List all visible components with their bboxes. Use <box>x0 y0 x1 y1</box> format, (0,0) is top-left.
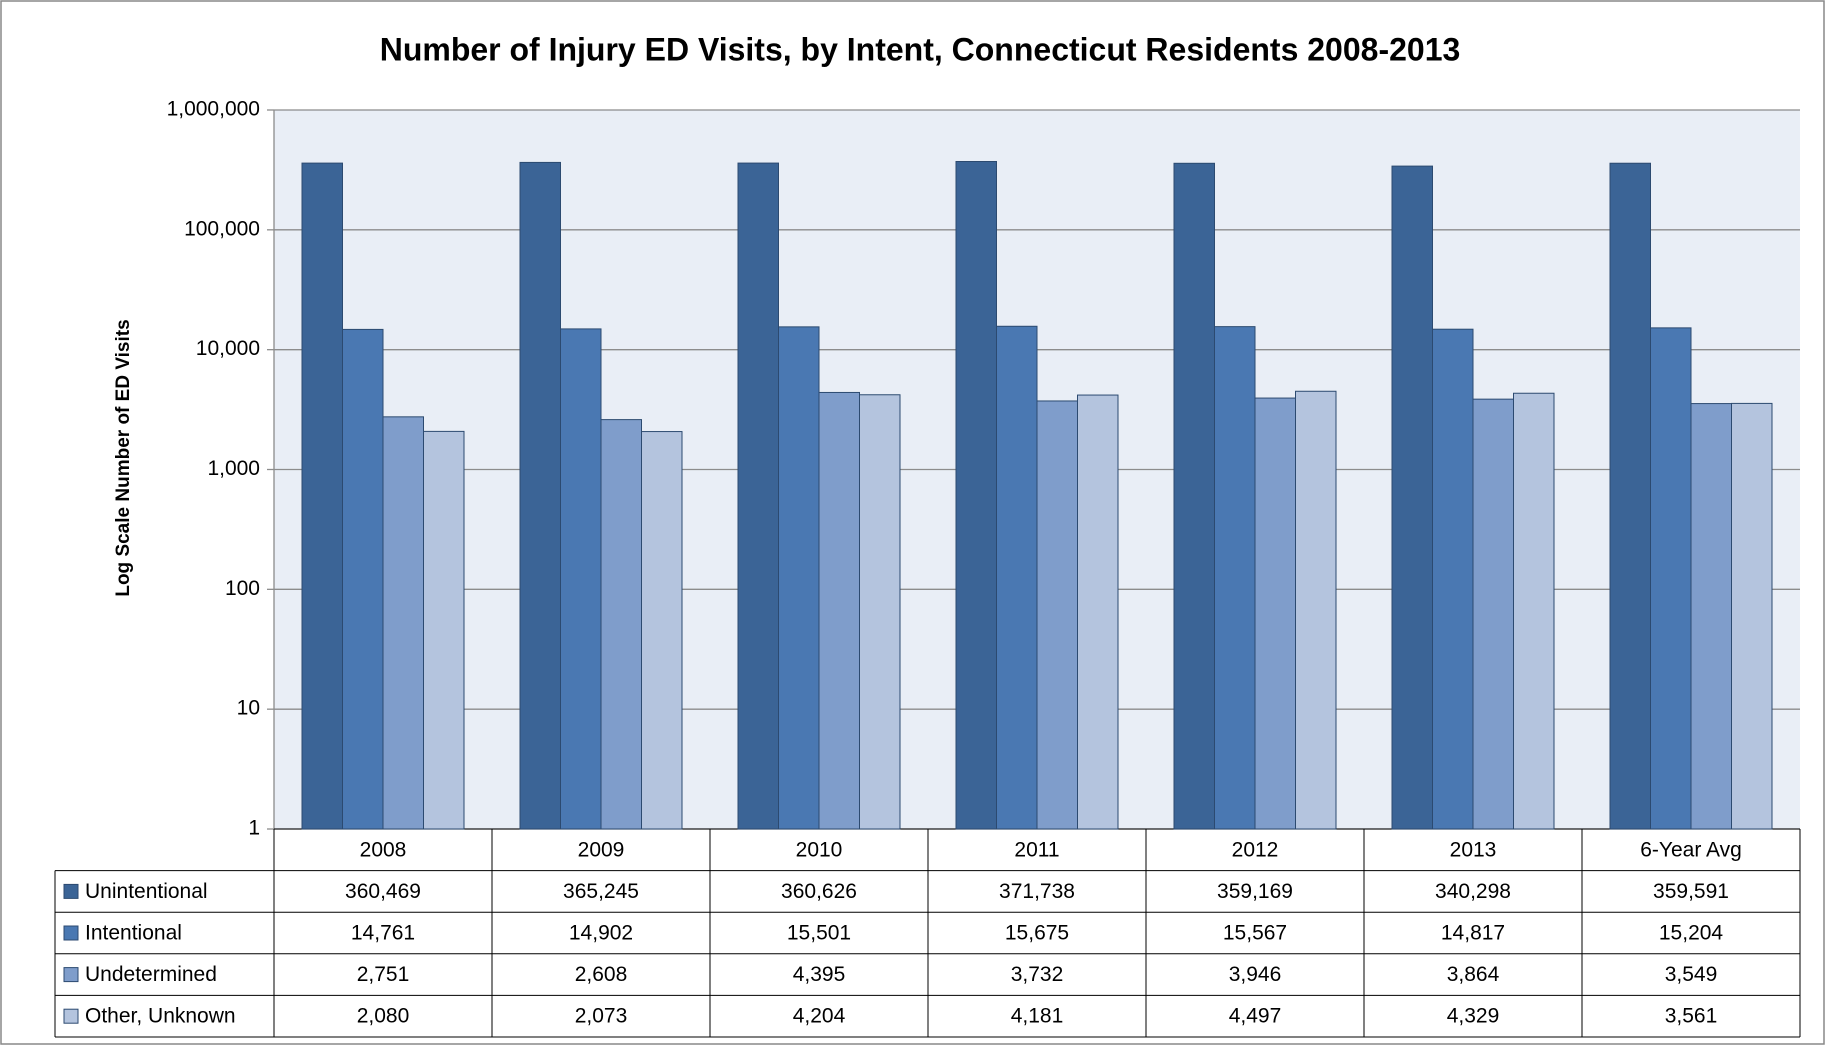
table-value: 4,395 <box>793 963 846 986</box>
table-value: 4,204 <box>793 1005 846 1028</box>
table-value: 359,591 <box>1653 880 1729 903</box>
bar <box>1391 165 1433 830</box>
table-value: 15,501 <box>787 922 851 945</box>
bar <box>1254 397 1296 830</box>
bar <box>1650 327 1692 830</box>
legend-swatch <box>63 1008 79 1024</box>
bar <box>423 430 465 830</box>
y-tick-label: 10,000 <box>196 337 260 360</box>
table-value: 4,181 <box>1011 1005 1064 1028</box>
table-value: 3,561 <box>1665 1005 1718 1028</box>
bar <box>1036 400 1078 830</box>
bar <box>382 416 424 830</box>
bar <box>1472 398 1514 830</box>
table-value: 15,204 <box>1659 922 1724 945</box>
legend-label: Undetermined <box>85 963 217 986</box>
table-value: 340,298 <box>1435 880 1511 903</box>
legend-swatch <box>63 967 79 983</box>
bar <box>600 419 642 830</box>
x-tick-label: 2011 <box>1014 838 1059 861</box>
table-value: 2,751 <box>357 963 410 986</box>
y-tick-label: 1 <box>248 817 260 840</box>
y-tick-label: 1,000 <box>207 457 260 480</box>
bar <box>1077 394 1119 830</box>
bar <box>641 431 683 830</box>
chart-title: Number of Injury ED Visits, by Intent, C… <box>380 31 1461 67</box>
x-tick-label: 2008 <box>360 838 407 861</box>
x-tick-label: 2009 <box>578 838 625 861</box>
table-value: 15,675 <box>1005 922 1069 945</box>
bar <box>778 326 820 830</box>
bar <box>1173 162 1215 830</box>
legend-swatch <box>63 925 79 941</box>
x-tick-label: 2010 <box>796 838 843 861</box>
bar <box>955 160 997 830</box>
table-value: 359,169 <box>1217 880 1293 903</box>
x-tick-label: 2012 <box>1232 838 1279 861</box>
bar <box>1690 403 1732 830</box>
table-value: 4,497 <box>1229 1005 1282 1028</box>
bar <box>996 325 1038 830</box>
legend-label: Intentional <box>85 922 182 945</box>
x-tick-label: 2013 <box>1450 838 1497 861</box>
table-value: 2,080 <box>357 1005 410 1028</box>
bar <box>1214 326 1256 830</box>
table-value: 371,738 <box>999 880 1075 903</box>
y-axis-label: Log Scale Number of ED Visits <box>113 319 134 596</box>
table-value: 360,626 <box>781 880 857 903</box>
bar <box>737 162 779 830</box>
table-value: 3,732 <box>1011 963 1064 986</box>
table-value: 2,073 <box>575 1005 628 1028</box>
legend-swatch <box>63 883 79 899</box>
bar <box>560 328 602 830</box>
table-value: 14,761 <box>351 922 415 945</box>
table-value: 3,946 <box>1229 963 1282 986</box>
table-value: 365,245 <box>563 880 639 903</box>
legend-label: Other, Unknown <box>85 1005 236 1028</box>
y-tick-label: 1,000,000 <box>167 98 260 121</box>
bar <box>1432 328 1474 830</box>
table-value: 14,817 <box>1441 922 1505 945</box>
x-tick-label: 6-Year Avg <box>1640 838 1742 861</box>
table-value: 3,549 <box>1665 963 1718 986</box>
bar <box>1609 162 1651 830</box>
legend-label: Unintentional <box>85 880 208 903</box>
y-tick-label: 10 <box>237 697 260 720</box>
table-value: 2,608 <box>575 963 628 986</box>
bar <box>301 162 343 830</box>
bar <box>1295 390 1337 830</box>
bar <box>519 161 561 830</box>
bar <box>1731 402 1773 830</box>
table-value: 14,902 <box>569 922 633 945</box>
y-tick-label: 100 <box>225 577 260 600</box>
y-tick-label: 100,000 <box>184 217 260 240</box>
bar <box>1513 392 1555 830</box>
table-value: 15,567 <box>1223 922 1287 945</box>
bar <box>342 328 384 830</box>
bar <box>818 391 860 830</box>
table-value: 3,864 <box>1447 963 1500 986</box>
table-value: 4,329 <box>1447 1005 1500 1028</box>
table-value: 360,469 <box>345 880 421 903</box>
bar <box>859 394 901 830</box>
